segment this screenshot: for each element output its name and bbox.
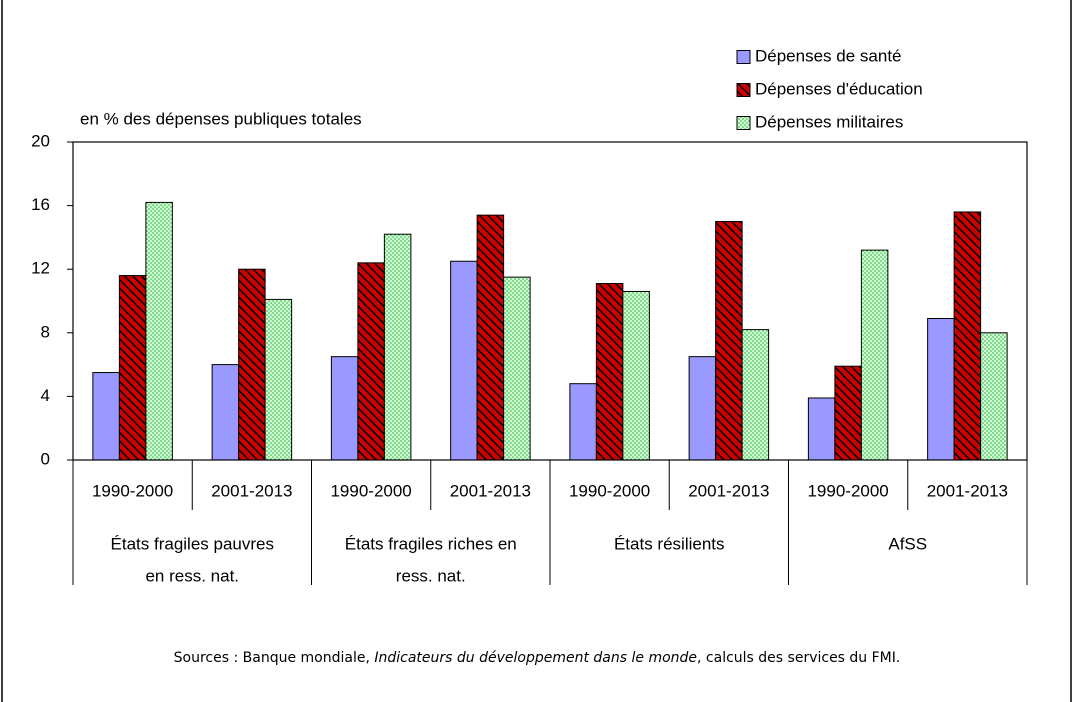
bar <box>264 298 293 461</box>
legend-label: Dépenses d'éducation <box>755 79 923 98</box>
bar <box>860 249 889 461</box>
y-tick-label: 16 <box>31 195 50 214</box>
bar <box>927 317 955 461</box>
bar <box>450 260 478 461</box>
bar <box>569 383 597 461</box>
bar <box>503 276 531 461</box>
bar <box>92 372 120 461</box>
bar <box>834 365 862 461</box>
bar <box>715 221 743 461</box>
x-tick-label: 2001-2013 <box>927 481 1008 500</box>
bar <box>622 290 650 461</box>
x-tick-label: 1990-2000 <box>330 481 411 500</box>
source-text: , calculs des services du FMI. <box>697 650 900 666</box>
bar <box>145 201 173 461</box>
source-text: Sources : Banque mondiale, <box>174 650 375 666</box>
x-tick-label: 2001-2013 <box>688 481 769 500</box>
y-tick-label: 0 <box>41 449 50 468</box>
bar <box>476 214 505 461</box>
y-tick-label: 4 <box>41 386 50 405</box>
bar <box>118 275 147 461</box>
bar <box>741 329 770 461</box>
legend-label: Dépenses militaires <box>755 112 903 131</box>
group-label: États résilients <box>614 534 725 553</box>
y-axis-label: en % des dépenses publiques totales <box>80 109 362 128</box>
group-label: États fragiles pauvres <box>111 534 274 553</box>
bar <box>953 211 982 461</box>
group-label: États fragiles riches en <box>345 534 517 553</box>
source: Sources : Banque mondiale, Indicateurs d… <box>174 650 901 666</box>
y-tick-label: 8 <box>41 322 50 341</box>
source-text: Indicateurs du développement dans le mon… <box>374 650 697 666</box>
x-tick-label: 1990-2000 <box>807 481 888 500</box>
legend-swatch <box>736 116 751 130</box>
group-label: en ress. nat. <box>145 566 239 585</box>
legend-label: Dépenses de santé <box>755 46 902 65</box>
plot-area <box>72 141 1028 461</box>
x-tick-label: 1990-2000 <box>92 481 173 500</box>
x-tick-label: 2001-2013 <box>450 481 531 500</box>
bar <box>211 364 240 461</box>
y-tick-label: 20 <box>31 131 50 150</box>
bar <box>980 332 1008 461</box>
y-tick-label: 12 <box>31 259 50 278</box>
group-label: AfSS <box>888 534 927 553</box>
legend-swatch <box>736 50 751 64</box>
bar <box>383 233 412 461</box>
bar <box>357 262 385 461</box>
bar <box>330 356 359 461</box>
x-tick-label: 1990-2000 <box>569 481 650 500</box>
bar <box>238 268 266 461</box>
bar <box>688 356 717 461</box>
group-label: ress. nat. <box>396 566 466 585</box>
bar <box>595 283 624 461</box>
x-tick-label: 2001-2013 <box>211 481 292 500</box>
legend-swatch <box>736 83 751 97</box>
bar <box>807 397 836 461</box>
